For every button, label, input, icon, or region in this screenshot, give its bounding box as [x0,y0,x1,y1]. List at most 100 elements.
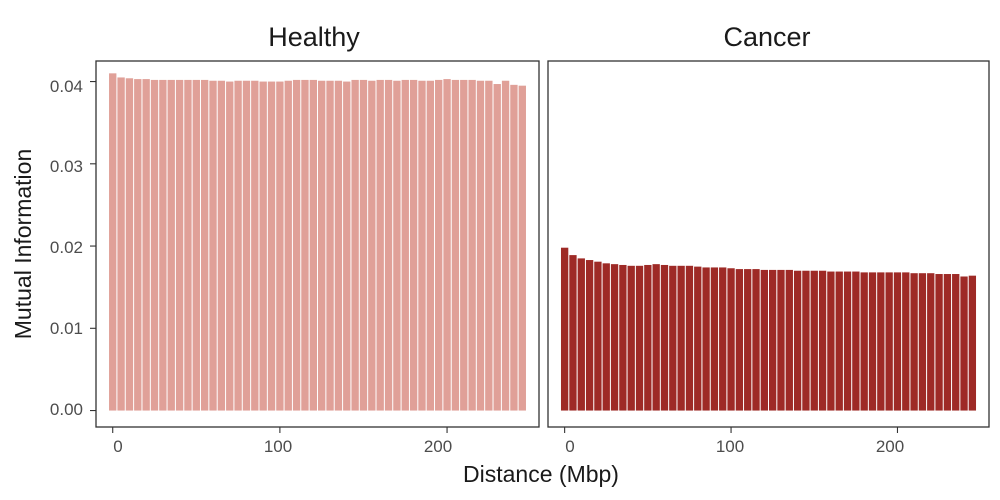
bar-healthy [501,80,510,411]
bar-cancer [660,264,669,411]
bar-cancer [677,265,685,411]
bar-cancer [727,268,735,411]
bar-healthy [359,79,368,411]
bar-cancer [802,270,810,411]
bar-cancer [585,260,594,411]
bar-healthy [226,81,234,411]
bar-healthy [109,73,117,411]
bar-healthy [267,81,276,411]
bar-cancer [685,265,694,411]
x-tick-label: 100 [264,437,292,456]
panel-frame-cancer [547,60,990,428]
bar-healthy [150,79,159,411]
panel-healthy: Healthy 0.00 0.01 0.02 0.03 0.04 0 100 2… [50,22,540,456]
x-tick-label: 200 [424,437,452,456]
bar-cancer [702,267,710,411]
x-tick-label: 0 [113,437,122,456]
x-axis-healthy: 0 100 200 [113,437,452,456]
bar-cancer [935,274,943,411]
bar-cancer [602,263,610,411]
bar-healthy [175,79,184,411]
bar-cancer [902,272,910,411]
bar-healthy [343,81,351,411]
bar-cancer [852,271,860,411]
bar-healthy [384,79,393,411]
bar-healthy [510,84,518,411]
bar-healthy [351,79,359,411]
y-tick-label: 0.04 [50,77,83,96]
bar-cancer [610,264,619,411]
bar-healthy [418,80,426,411]
bar-cancer [710,267,719,411]
bar-cancer [827,271,835,411]
bar-healthy [318,80,326,411]
bar-cancer [952,274,960,411]
bar-cancer [868,272,877,411]
bar-healthy [251,80,259,411]
y-tick-label: 0.00 [50,400,83,419]
y-axis: 0.00 0.01 0.02 0.03 0.04 [50,77,83,419]
bar-cancer [577,258,585,411]
bar-cancer [569,255,577,411]
bar-cancer [694,266,702,411]
bar-healthy [401,79,409,411]
bars-cancer [560,247,977,411]
x-axis-cancer: 0 100 200 [565,437,904,456]
bar-healthy [234,80,242,411]
bar-healthy [276,81,284,411]
bar-healthy [192,79,200,411]
bar-healthy [184,79,192,411]
bar-cancer [910,273,918,411]
bar-healthy [376,79,384,411]
bars-healthy [109,73,526,411]
bar-cancer [769,269,777,411]
bar-cancer [635,265,644,411]
bar-healthy [142,79,150,411]
bar-healthy [309,79,317,411]
bar-cancer [810,270,818,411]
bar-cancer [968,275,977,411]
bar-healthy [485,80,493,411]
panel-cancer: Cancer 0 100 200 [547,22,990,456]
bar-healthy [284,80,292,411]
x-tick-label: 200 [876,437,904,456]
bar-cancer [877,272,885,411]
bar-cancer [760,269,768,411]
bar-cancer [644,264,652,411]
bar-cancer [627,265,635,411]
bar-cancer [943,274,952,411]
bar-cancer [885,272,893,411]
bar-cancer [785,269,793,411]
bar-healthy [435,79,443,411]
bar-cancer [719,267,727,411]
bar-cancer [835,271,843,411]
bar-healthy [301,79,309,411]
y-tick-label: 0.02 [50,238,83,257]
bar-cancer [752,269,760,411]
bar-cancer [777,269,785,411]
bar-healthy [326,80,334,411]
bar-healthy [409,79,418,411]
bar-healthy [518,85,526,411]
bar-cancer [818,270,827,411]
bar-cancer [843,271,852,411]
bar-healthy [368,80,376,411]
bar-healthy [393,80,401,411]
bar-cancer [652,264,660,411]
bar-healthy [242,80,251,411]
bar-cancer [927,273,935,411]
bar-healthy [334,80,343,411]
bar-healthy [117,77,125,411]
bar-healthy [493,84,501,411]
bar-healthy [134,79,142,411]
bar-cancer [893,272,902,411]
bar-healthy [159,79,167,411]
bar-cancer [560,247,569,411]
bar-healthy [468,79,476,411]
y-tick-label: 0.03 [50,157,83,176]
bar-healthy [426,80,435,411]
panel-title-healthy: Healthy [268,22,360,52]
x-tick-label: 0 [565,437,574,456]
y-axis-title: Mutual Information [10,149,36,339]
